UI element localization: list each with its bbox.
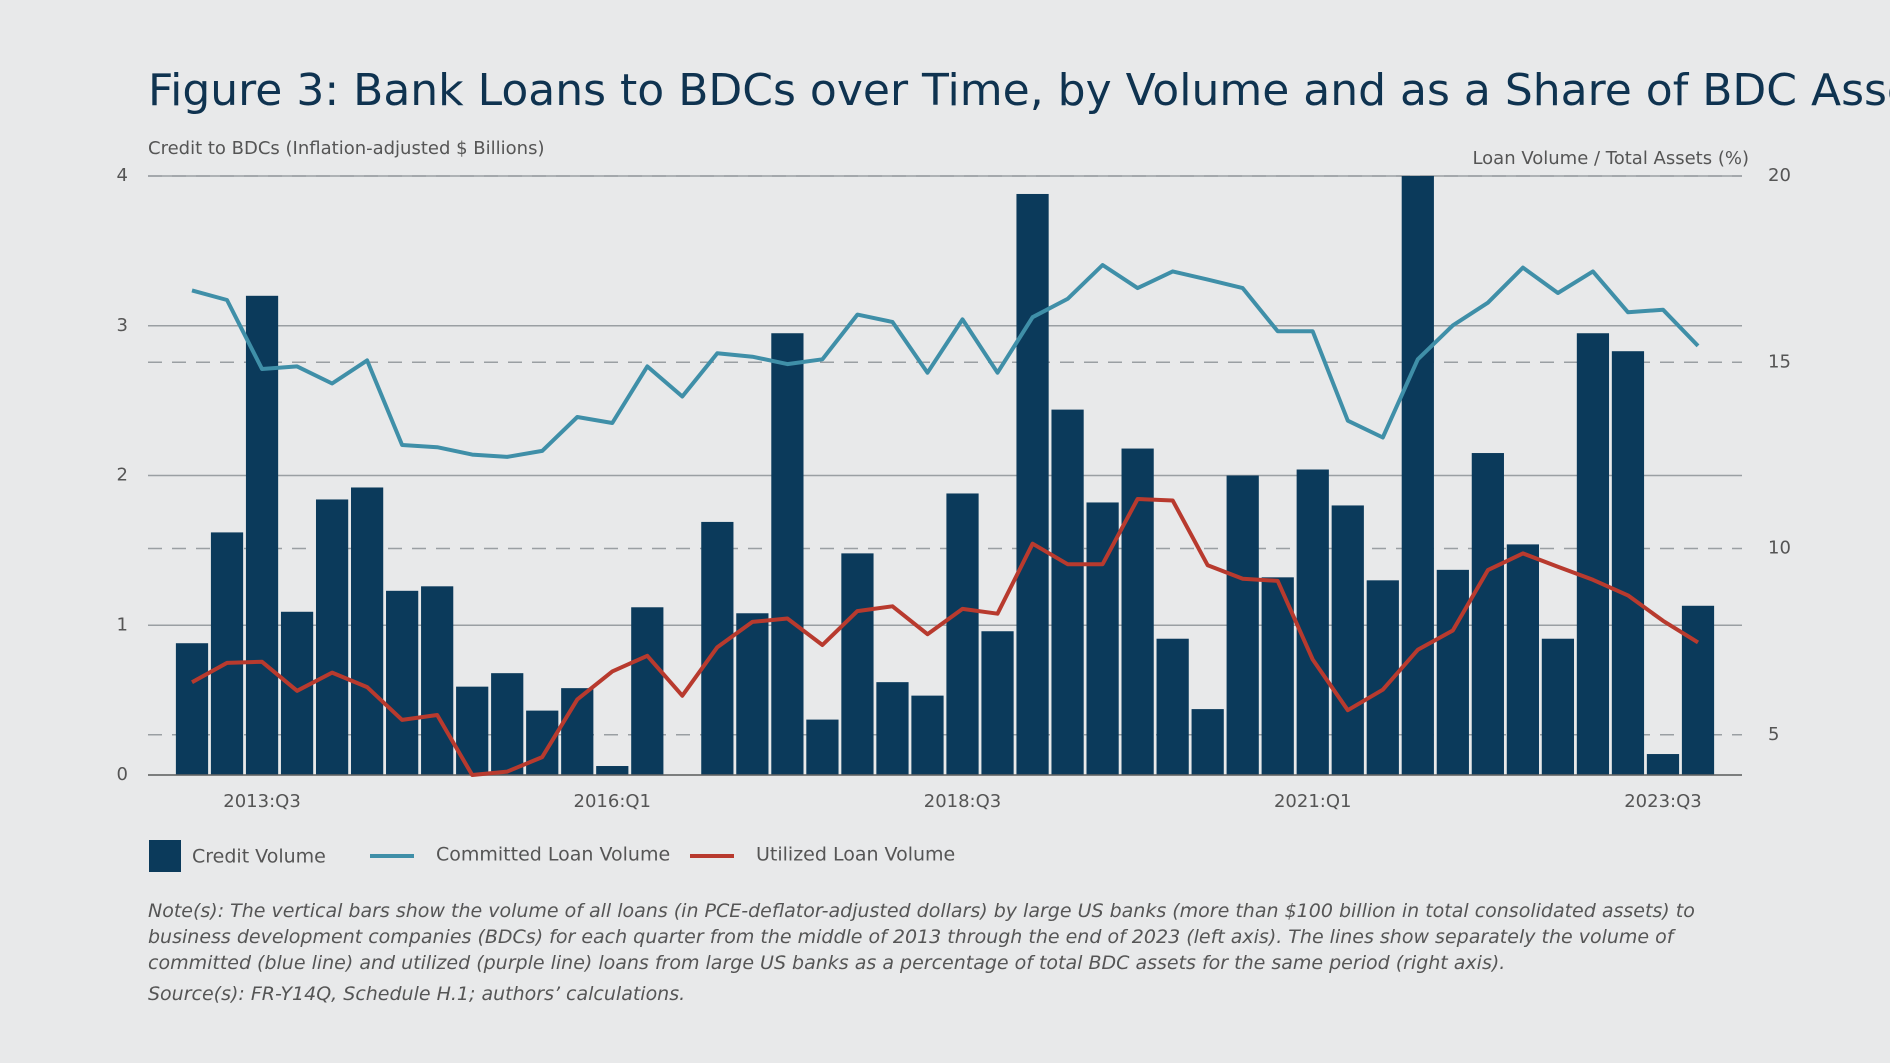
bar [1541,638,1575,775]
bar [1331,505,1364,775]
bar [386,590,419,775]
x-tick-label: 2023:Q3 [1624,791,1702,812]
legend-swatch [149,840,181,872]
bar [210,532,244,775]
bar [280,611,314,775]
x-tick-label: 2013:Q3 [223,791,301,812]
bar [245,295,279,775]
bar [491,673,524,775]
bar [315,499,349,775]
bar [1401,176,1434,775]
y2-axis-label: Loan Volume / Total Assets (%) [1472,148,1749,169]
x-tick-label: 2021:Q1 [1274,791,1352,812]
bar [1576,333,1610,775]
bar [1296,469,1329,775]
bar [1261,577,1294,775]
source: Source(s): FR-Y14Q, Schedule H.1; author… [148,983,686,1005]
legend-label: Credit Volume [192,846,326,868]
bar [911,695,944,775]
legend-label: Utilized Loan Volume [756,844,955,866]
bar [1191,709,1224,775]
y-tick-label: 2 [117,465,128,486]
y-tick-label: 1 [117,614,128,635]
bar [1506,544,1539,775]
chart-title: Figure 3: Bank Loans to BDCs over Time, … [148,65,1890,116]
bar [1226,475,1259,775]
bar [526,710,559,775]
bar [806,719,839,775]
y2-tick-label: 5 [1768,724,1779,745]
bar [351,487,384,775]
bar [946,493,979,775]
bar [1016,193,1049,776]
bar [1646,754,1680,775]
line [191,497,1700,777]
legend-label: Committed Loan Volume [436,844,670,866]
chart: Figure 3: Bank Loans to BDCs over Time, … [117,65,1890,872]
bar [981,631,1014,775]
bar [876,682,909,775]
bar [421,586,454,775]
bar [631,607,664,775]
bar [596,766,629,775]
y2-tick-label: 20 [1768,165,1791,186]
y-tick-label: 0 [117,764,128,785]
y2-tick-label: 10 [1768,538,1791,559]
y-tick-label: 3 [117,315,128,336]
bar [175,643,209,775]
x-tick-label: 2018:Q3 [924,791,1002,812]
bar [1681,605,1715,775]
line [191,263,1700,459]
bar [771,333,804,775]
y-axis-label: Credit to BDCs (Inflation-adjusted $ Bil… [148,138,544,159]
note: Note(s): The vertical bars show the volu… [148,900,1695,974]
bar [736,613,769,775]
bar [1436,569,1469,775]
y2-tick-label: 15 [1768,351,1791,372]
bar [1471,453,1504,775]
bar [1156,638,1189,775]
x-tick-label: 2016:Q1 [574,791,652,812]
bar [1611,351,1645,775]
bar [841,553,874,775]
y-tick-label: 4 [117,165,128,186]
bar [456,686,489,775]
bar [1051,409,1084,775]
